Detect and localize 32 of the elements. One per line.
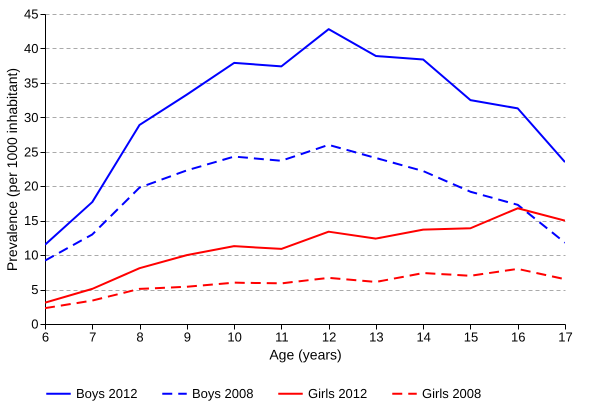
line-series <box>45 144 565 262</box>
line-series <box>45 268 565 310</box>
y-tick-label: 35 <box>24 75 38 90</box>
x-tick-label: 11 <box>275 330 289 344</box>
y-tick-label: 5 <box>31 282 38 298</box>
y-tick-label: 15 <box>24 213 38 228</box>
y-tick-label: 0 <box>31 316 38 332</box>
y-tick-label: 25 <box>24 144 38 160</box>
line-series <box>45 28 565 246</box>
x-tick-label: 13 <box>369 330 384 344</box>
y-tick-label: 10 <box>24 248 38 263</box>
x-axis-title: Age (years) <box>269 346 342 362</box>
y-tick-label: 45 <box>24 6 38 22</box>
x-tick-label: 16 <box>510 330 526 344</box>
x-tick-label: 12 <box>322 330 336 344</box>
line-series <box>45 207 565 304</box>
x-tick-label: 6 <box>42 330 50 344</box>
x-tick-label: 9 <box>184 330 191 344</box>
x-tick-label: 14 <box>416 330 431 344</box>
x-tick-label: 8 <box>136 330 144 344</box>
x-tick-label: 7 <box>89 330 96 344</box>
x-tick-label: 10 <box>227 330 242 344</box>
legend-label: Boys 2012 <box>76 386 138 401</box>
y-tick-label: 30 <box>24 110 38 125</box>
x-tick-label: 15 <box>464 330 478 344</box>
x-tick-label: 17 <box>558 330 573 344</box>
y-axis-title: Prevalence (per 1000 inhabitant) <box>4 68 20 272</box>
y-tick-label: 40 <box>24 40 38 56</box>
y-tick-label: 20 <box>24 178 38 194</box>
legend-label: Girls 2008 <box>422 386 482 401</box>
legend-label: Girls 2012 <box>308 386 368 401</box>
legend-label: Boys 2008 <box>192 386 254 401</box>
